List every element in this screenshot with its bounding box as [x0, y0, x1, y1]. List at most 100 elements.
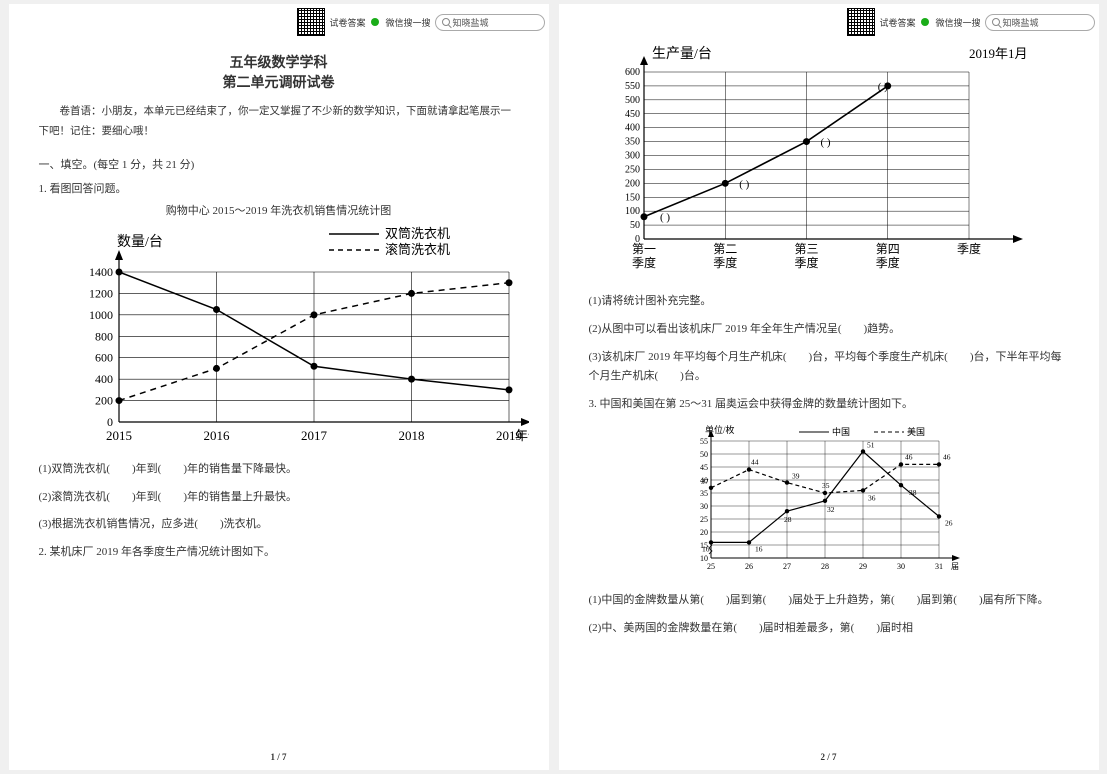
svg-text:0: 0 [107, 415, 113, 429]
q2-1: (1)请将统计图补充完整。 [589, 292, 1069, 312]
search-placeholder: 知晓盐城 [1003, 16, 1039, 29]
svg-text:28: 28 [821, 562, 829, 571]
topbar-label2: 微信搜一搜 [935, 16, 980, 29]
svg-text:年份: 年份 [515, 428, 529, 443]
svg-text:16: 16 [702, 544, 710, 553]
q2-3: (3)该机床厂 2019 年平均每个月生产机床( )台，平均每个季度生产机床( … [589, 348, 1069, 388]
svg-text:46: 46 [943, 452, 951, 461]
svg-text:31: 31 [935, 562, 943, 571]
svg-text:( ): ( ) [877, 81, 887, 93]
svg-text:400: 400 [95, 372, 113, 386]
qr-code-icon [847, 8, 875, 36]
svg-text:生产量/台: 生产量/台 [652, 46, 712, 62]
svg-text:16: 16 [755, 544, 763, 553]
svg-text:1000: 1000 [89, 308, 113, 322]
svg-text:35: 35 [822, 481, 830, 490]
svg-text:滚筒洗衣机: 滚筒洗衣机 [385, 242, 450, 257]
svg-text:2018: 2018 [398, 428, 424, 443]
svg-text:30: 30 [700, 502, 708, 511]
wechat-icon [921, 18, 929, 26]
svg-text:季度: 季度 [794, 255, 818, 270]
svg-text:300: 300 [625, 151, 640, 162]
chart3-svg: 1015202530354045505525262728293031届单位/枚中… [679, 423, 979, 583]
svg-text:600: 600 [625, 67, 640, 78]
svg-text:550: 550 [625, 81, 640, 92]
topbar-label1: 试卷答案 [329, 16, 365, 29]
page1-content: 五年级数学学科 第二单元调研试卷 卷首语：小朋友，本单元已经结束了，你一定又掌握… [39, 52, 519, 563]
page-title: 五年级数学学科 [39, 52, 519, 72]
svg-text:25: 25 [707, 562, 715, 571]
svg-text:第一: 第一 [631, 242, 655, 256]
q3-1: (1)中国的金牌数量从第( )届到第( )届处于上升趋势，第( )届到第( )届… [589, 591, 1069, 611]
svg-text:36: 36 [868, 493, 876, 502]
q3-heading: 3. 中国和美国在第 25～31 届奥运会中获得金牌的数量统计图如下。 [589, 395, 1069, 415]
page-number: 1 / 7 [9, 752, 549, 762]
q2-2: (2)从图中可以看出该机床厂 2019 年全年生产情况呈( )趋势。 [589, 320, 1069, 340]
chart3: 1015202530354045505525262728293031届单位/枚中… [679, 423, 979, 583]
svg-text:29: 29 [859, 562, 867, 571]
chart2-svg: 050100150200250300350400450500550600生产量/… [589, 44, 1069, 284]
svg-text:26: 26 [745, 562, 753, 571]
svg-text:350: 350 [625, 137, 640, 148]
q1-heading: 1. 看图回答问题。 [39, 180, 519, 196]
search-placeholder: 知晓盐城 [453, 16, 489, 29]
svg-text:35: 35 [700, 489, 708, 498]
q2-heading: 2. 某机床厂 2019 年各季度生产情况统计图如下。 [39, 543, 519, 563]
page2-content: 050100150200250300350400450500550600生产量/… [589, 44, 1069, 639]
svg-text:美国: 美国 [907, 426, 925, 437]
topbar-label2: 微信搜一搜 [385, 16, 430, 29]
chart2: 050100150200250300350400450500550600生产量/… [589, 44, 1069, 284]
search-input[interactable]: 知晓盐城 [985, 14, 1095, 31]
svg-text:季度: 季度 [875, 255, 899, 270]
svg-text:30: 30 [897, 562, 905, 571]
svg-text:150: 150 [625, 192, 640, 203]
topbar: 试卷答案 微信搜一搜 知晓盐城 [847, 8, 1094, 36]
svg-text:400: 400 [625, 123, 640, 134]
page-1: 试卷答案 微信搜一搜 知晓盐城 五年级数学学科 第二单元调研试卷 卷首语：小朋友… [9, 4, 549, 770]
svg-text:27: 27 [783, 562, 791, 571]
svg-text:46: 46 [905, 452, 913, 461]
page-number: 2 / 7 [559, 752, 1099, 762]
svg-text:38: 38 [909, 488, 917, 497]
svg-text:2016: 2016 [203, 428, 230, 443]
svg-text:600: 600 [95, 351, 113, 365]
svg-text:37: 37 [701, 477, 709, 486]
svg-text:55: 55 [700, 437, 708, 446]
section-heading: 一、填空。(每空 1 分，共 21 分) [39, 156, 519, 172]
q1-3: (3)根据洗衣机销售情况，应多进( )洗衣机。 [39, 515, 519, 535]
svg-text:200: 200 [95, 393, 113, 407]
svg-text:季度: 季度 [713, 255, 737, 270]
svg-text:250: 250 [625, 164, 640, 175]
svg-text:200: 200 [625, 178, 640, 189]
svg-text:双筒洗衣机: 双筒洗衣机 [385, 226, 450, 241]
svg-text:50: 50 [630, 220, 640, 231]
page-2: 试卷答案 微信搜一搜 知晓盐城 050100150200250300350400… [559, 4, 1099, 770]
q3-2: (2)中、美两国的金牌数量在第( )届时相差最多，第( )届时相 [589, 619, 1069, 639]
svg-text:1200: 1200 [89, 286, 113, 300]
svg-text:季度: 季度 [956, 241, 980, 256]
chart1: 0 200 400 600 800 1000 1200 1400 2015 2016 2017 201… [49, 222, 509, 452]
svg-text:( ): ( ) [739, 178, 749, 190]
svg-text:1400: 1400 [89, 265, 113, 279]
svg-text:39: 39 [792, 472, 800, 481]
svg-text:500: 500 [625, 95, 640, 106]
svg-text:季度: 季度 [631, 255, 655, 270]
svg-text:2015: 2015 [106, 428, 132, 443]
intro-text: 卷首语：小朋友，本单元已经结束了，你一定又掌握了不少新的数学知识，下面就请拿起笔… [39, 102, 519, 142]
svg-text:( ): ( ) [660, 212, 670, 224]
svg-text:44: 44 [751, 458, 759, 467]
svg-text:800: 800 [95, 329, 113, 343]
wechat-icon [371, 18, 379, 26]
svg-text:450: 450 [625, 109, 640, 120]
search-icon [442, 18, 450, 26]
chart1-title: 购物中心 2015～2019 年洗衣机销售情况统计图 [39, 202, 519, 218]
search-input[interactable]: 知晓盐城 [435, 14, 545, 31]
page-subtitle: 第二单元调研试卷 [39, 72, 519, 92]
topbar-label1: 试卷答案 [879, 16, 915, 29]
q1-1: (1)双筒洗衣机( )年到( )年的销售量下降最快。 [39, 460, 519, 480]
svg-text:45: 45 [700, 463, 708, 472]
svg-text:第四: 第四 [875, 242, 899, 256]
topbar: 试卷答案 微信搜一搜 知晓盐城 [297, 8, 544, 36]
q1-2: (2)滚筒洗衣机( )年到( )年的销售量上升最快。 [39, 488, 519, 508]
svg-text:2017: 2017 [301, 428, 328, 443]
